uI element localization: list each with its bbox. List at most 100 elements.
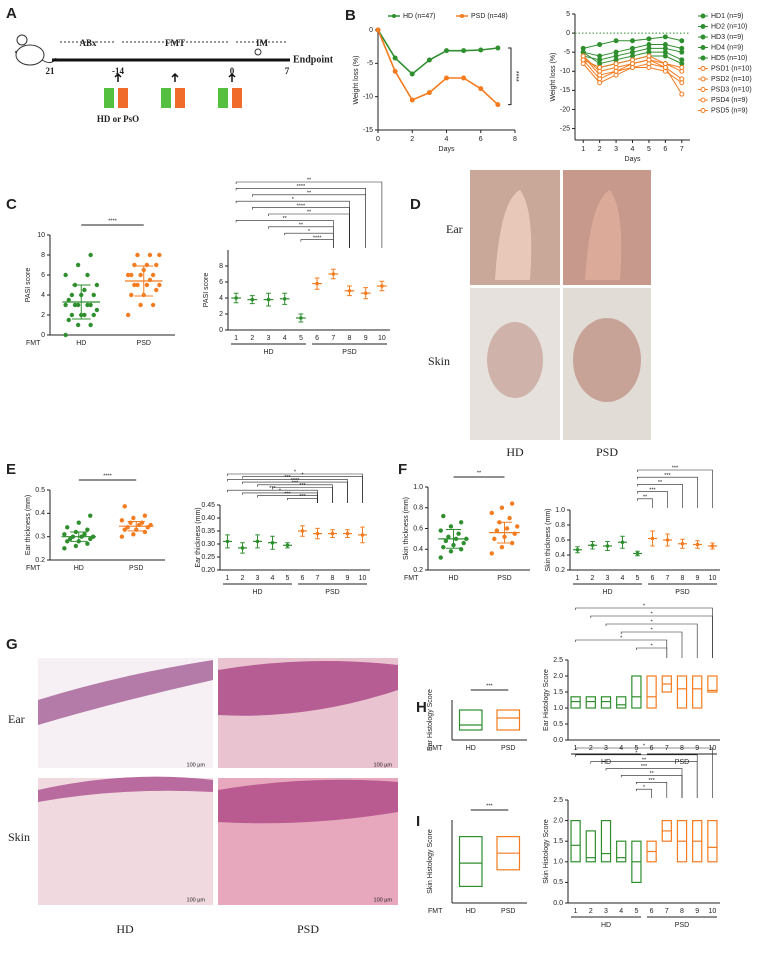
panel-label: B	[345, 7, 356, 24]
column-label: PSD	[297, 922, 319, 936]
x-tick-label: 4	[619, 908, 623, 915]
y-tick-label: -20	[560, 106, 570, 113]
group-label: HD	[601, 922, 611, 929]
point	[597, 42, 603, 48]
legend-label: PSD4 (n=9)	[711, 97, 748, 104]
y-tick-label: 0.8	[413, 505, 423, 512]
row-label: Skin	[8, 830, 30, 844]
significance-label: ****	[103, 473, 112, 479]
histology	[38, 658, 398, 905]
significance-label: *	[643, 604, 646, 610]
x-tick-label: PSD	[497, 575, 511, 582]
x-prefix: FMT	[428, 745, 443, 752]
significance-bracket	[235, 200, 350, 248]
significance-label: ****	[313, 235, 322, 241]
group-label: PSD	[325, 589, 339, 596]
day-label: 21	[46, 66, 56, 76]
y-tick-label: 0.5	[553, 721, 563, 728]
y-tick-label: -15	[560, 87, 570, 94]
point	[66, 297, 71, 303]
significance-bracket	[575, 607, 713, 658]
x-tick-label: 9	[364, 335, 368, 342]
y-tick-label: 0.5	[35, 487, 45, 494]
point	[62, 546, 67, 551]
error-bar	[575, 546, 580, 554]
significance-bracket	[605, 768, 683, 798]
point	[66, 317, 71, 323]
error-bar	[347, 285, 352, 297]
y-tick-label: 0.0	[553, 900, 563, 907]
legend-label: PSD3 (n=10)	[711, 86, 752, 93]
error-bar	[314, 277, 320, 290]
error-bar	[445, 529, 462, 549]
y-tick-label: 2	[41, 312, 45, 319]
x-tick-label: 3	[614, 146, 618, 153]
x-tick-label: 2	[589, 908, 593, 915]
x-tick-label: 9	[695, 745, 699, 752]
group-label: PSD	[675, 759, 689, 766]
y-tick-label: -5	[564, 49, 570, 56]
point	[69, 312, 75, 318]
box	[600, 696, 612, 709]
y-tick-label: 0.2	[413, 567, 423, 574]
point	[142, 513, 148, 518]
x-tick-label: 4	[271, 575, 275, 582]
y-tick-label: 6	[219, 279, 223, 286]
point	[613, 68, 619, 74]
point	[509, 501, 515, 506]
error-bar	[496, 521, 513, 544]
error-bar	[70, 531, 88, 542]
significance-label: *	[635, 751, 638, 757]
point	[147, 252, 153, 258]
point	[679, 38, 685, 44]
significance-label: **	[299, 222, 304, 228]
significance-label: ****	[512, 71, 519, 82]
x-tick-label: HD	[74, 565, 84, 572]
x-tick-label: HD	[76, 340, 86, 347]
significance-label: ***	[641, 764, 648, 770]
column-label: HD	[116, 922, 134, 936]
significance-bracket	[636, 647, 668, 658]
series-line	[377, 29, 499, 106]
significance-label: **	[307, 178, 312, 184]
point	[129, 272, 134, 278]
x-tick-label: 8	[680, 745, 684, 752]
series-line	[377, 29, 498, 76]
x-tick-label: 2	[410, 136, 414, 143]
x-tick-label: 5	[647, 146, 651, 153]
point	[138, 302, 143, 308]
y-tick-label: 0.8	[555, 522, 565, 529]
x-tick-label: 4	[445, 136, 449, 143]
significance-label: *	[651, 644, 654, 650]
point	[446, 534, 451, 539]
box	[676, 675, 688, 709]
y-tick-label: 0.40	[201, 515, 215, 522]
y-tick-label: 1.0	[555, 507, 565, 514]
box	[707, 819, 718, 863]
significance-label: *	[292, 197, 295, 203]
point	[63, 302, 68, 308]
legend-label: HD (n=47)	[403, 13, 435, 20]
point	[88, 322, 93, 328]
x-tick-label: 0	[376, 136, 380, 143]
y-tick-label: 0.30	[201, 541, 215, 548]
y-tick-label: 5	[566, 11, 570, 18]
significance-label: ****	[297, 184, 306, 190]
significance-bracket	[235, 181, 383, 248]
phase-label: FMT	[165, 38, 185, 48]
significance-label: *	[620, 636, 623, 642]
error-bar	[605, 541, 610, 551]
box	[616, 840, 627, 863]
significance-label: *	[279, 489, 282, 495]
legend-marker	[700, 108, 706, 113]
row-label: Ear	[446, 222, 463, 236]
significance-label: **	[649, 771, 654, 777]
point	[478, 86, 484, 92]
group-label: PSD	[675, 922, 689, 929]
legend-marker	[460, 14, 464, 18]
x-tick-label: PSD	[129, 565, 143, 572]
point	[646, 53, 652, 59]
significance-label: **	[283, 216, 288, 222]
x-tick-label: 7	[331, 335, 335, 342]
significance-label: *	[643, 744, 646, 750]
